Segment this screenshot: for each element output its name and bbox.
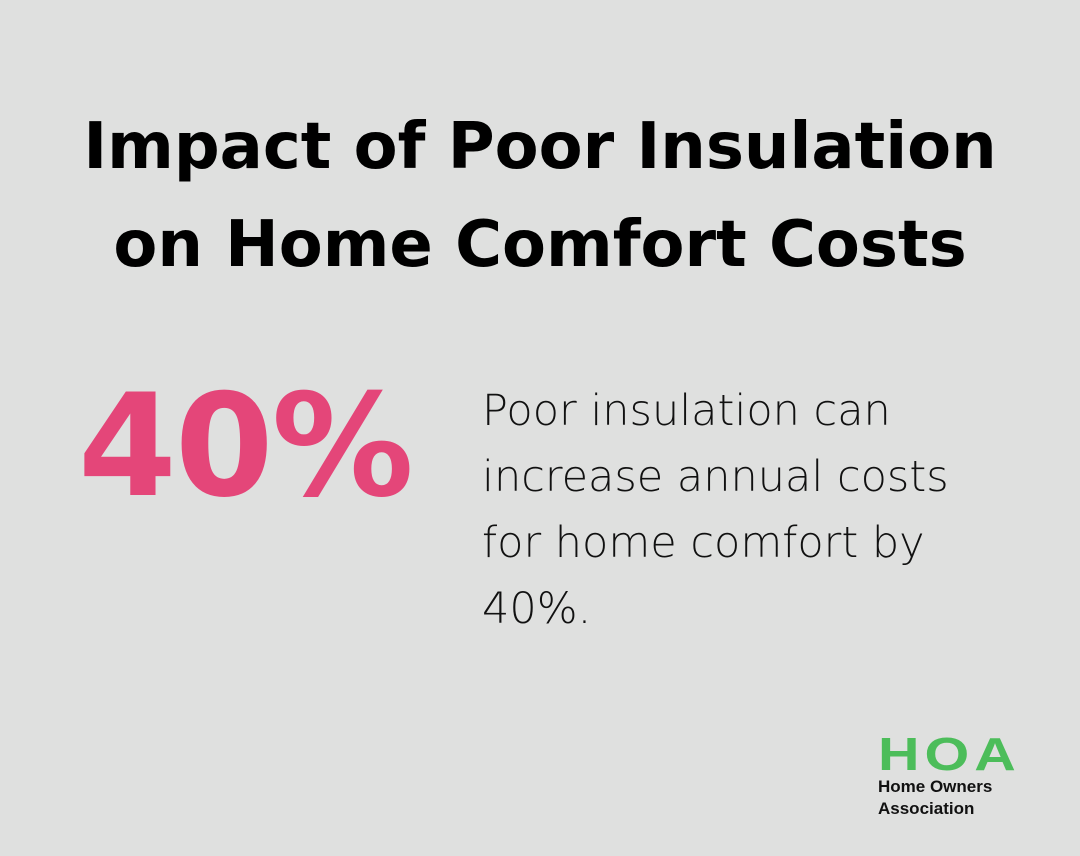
stat-description: Poor insulation can increase annual cost… — [482, 378, 1002, 642]
hoa-logo: HOA Home Owners Association — [878, 731, 1016, 820]
description-line: 40%. — [482, 584, 592, 634]
description-line: Poor insulation can — [482, 386, 891, 436]
page-title: Impact of Poor Insulation on Home Comfor… — [0, 98, 1080, 294]
logo-line-2: Association — [878, 799, 975, 818]
logo-line-1: Home Owners — [878, 777, 993, 796]
title-line-2: on Home Comfort Costs — [113, 208, 967, 282]
title-line-1: Impact of Poor Insulation — [83, 110, 997, 184]
description-line: increase annual costs — [482, 452, 949, 502]
logo-mark: HOA — [878, 728, 1021, 780]
stat-value: 40% — [78, 364, 414, 529]
description-line: for home comfort by — [482, 518, 925, 568]
